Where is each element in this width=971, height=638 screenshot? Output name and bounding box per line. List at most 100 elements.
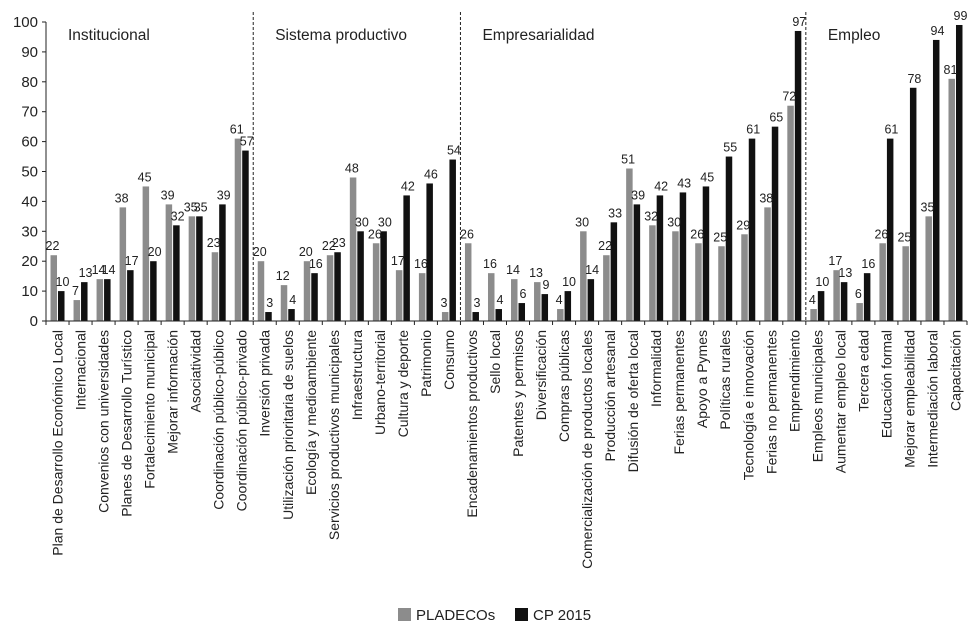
- y-tick-label: 90: [21, 44, 38, 61]
- category-label: Diversificación: [533, 330, 549, 420]
- data-label-pladecos: 61: [230, 123, 244, 137]
- legend-label: PLADECOs: [416, 607, 495, 624]
- category-label: Cultura y deporte: [395, 330, 411, 438]
- y-tick-label: 20: [21, 253, 38, 270]
- category-label: Aumentar empleo local: [832, 330, 848, 473]
- data-label-pladecos: 51: [621, 153, 635, 167]
- bar-pladecos: [464, 243, 472, 321]
- bar-cp2015: [817, 291, 825, 321]
- category-label: Compras públicas: [556, 330, 572, 442]
- data-label-pladecos: 17: [391, 254, 405, 268]
- bar-cp2015: [449, 159, 456, 321]
- data-label-pladecos: 12: [276, 269, 290, 283]
- data-label-cp2015: 6: [520, 287, 527, 301]
- data-label-pladecos: 6: [855, 287, 862, 301]
- category-label: Ecología y medioambiente: [303, 330, 319, 495]
- data-label-cp2015: 10: [56, 275, 70, 289]
- category-label: Mejorar información: [165, 330, 181, 454]
- category-label: Servicios productivos municipales: [326, 330, 342, 540]
- category-label: Emprendimiento: [786, 330, 802, 432]
- data-label-pladecos: 14: [506, 263, 520, 277]
- bar-cp2015: [748, 138, 756, 321]
- bar-pladecos: [188, 216, 196, 321]
- bar-pladecos: [73, 300, 81, 321]
- bars: [50, 24, 963, 322]
- data-label-pladecos: 81: [944, 63, 958, 77]
- bar-pladecos: [142, 186, 150, 321]
- group-label: Empresarialidad: [482, 27, 594, 44]
- category-label: Plan de Desarrollo Económico Local: [50, 330, 66, 556]
- y-tick-label: 40: [21, 193, 38, 210]
- bar-cp2015: [265, 312, 272, 321]
- category-label: Internacional: [73, 330, 89, 410]
- data-label-pladecos: 17: [828, 254, 842, 268]
- data-label-pladecos: 48: [345, 161, 359, 175]
- data-label-cp2015: 43: [677, 176, 691, 190]
- bar-pladecos: [833, 270, 840, 321]
- legend: PLADECOs CP 2015: [398, 607, 591, 624]
- category-label: Intermediación laboral: [924, 330, 940, 468]
- category-label: Capacitación: [947, 330, 963, 411]
- bar-cp2015: [587, 279, 595, 321]
- data-label-cp2015: 42: [654, 179, 668, 193]
- y-tick-label: 30: [21, 223, 38, 240]
- category-label: Infraestructura: [349, 330, 365, 420]
- data-label-cp2015: 42: [401, 179, 415, 193]
- bar-pladecos: [925, 216, 932, 321]
- bar-cp2015: [633, 204, 641, 321]
- data-label-cp2015: 10: [562, 275, 576, 289]
- data-label-pladecos: 25: [897, 230, 911, 244]
- data-label-cp2015: 99: [954, 9, 968, 23]
- data-label-cp2015: 4: [289, 293, 296, 307]
- bar-pladecos: [810, 309, 817, 321]
- data-label-pladecos: 13: [529, 266, 543, 280]
- category-label: Fortalecimiento municipal: [142, 330, 158, 489]
- bar-pladecos: [211, 252, 219, 321]
- data-label-cp2015: 23: [332, 236, 346, 250]
- data-label-pladecos: 3: [440, 296, 447, 310]
- data-label-cp2015: 97: [792, 15, 806, 29]
- legend-swatch: [398, 608, 411, 621]
- bar-cp2015: [564, 291, 572, 321]
- data-label-cp2015: 13: [838, 266, 852, 280]
- bar-cp2015: [426, 183, 433, 321]
- data-label-pladecos: 7: [72, 284, 79, 298]
- category-label: Asociatividad: [188, 330, 204, 413]
- bar-cp2015: [725, 156, 733, 321]
- data-label-cp2015: 14: [585, 263, 599, 277]
- bar-cp2015: [150, 261, 157, 321]
- data-label-pladecos: 35: [184, 200, 198, 214]
- bar-cp2015: [357, 231, 364, 321]
- data-label-pladecos: 4: [556, 293, 563, 307]
- category-label: Convenios con universidades: [96, 330, 112, 513]
- data-label-pladecos: 29: [736, 218, 750, 232]
- bar-pladecos: [879, 243, 886, 321]
- bar-cp2015: [334, 252, 341, 321]
- bar-pladecos: [557, 309, 564, 321]
- bar-cp2015: [242, 150, 249, 321]
- data-label-cp2015: 20: [148, 245, 162, 259]
- data-label-pladecos: 45: [138, 170, 152, 184]
- bar-cp2015: [495, 309, 502, 321]
- y-tick-label: 10: [21, 283, 38, 300]
- category-label: Inversión privada: [257, 330, 273, 437]
- data-label-cp2015: 16: [861, 257, 875, 271]
- bar-pladecos: [165, 204, 173, 321]
- category-label: Ferias no permanentes: [763, 330, 779, 474]
- bar-pladecos: [418, 273, 426, 321]
- y-tick-label: 60: [21, 134, 38, 151]
- category-label: Informalidad: [648, 330, 664, 407]
- data-label-pladecos: 38: [115, 191, 129, 205]
- category-label: Apoyo a Pymes: [694, 330, 710, 428]
- legend-label: CP 2015: [533, 607, 591, 624]
- category-label: Coordinación público-privado: [234, 330, 250, 512]
- data-label-cp2015: 14: [102, 263, 116, 277]
- y-tick-label: 50: [21, 164, 38, 181]
- bar-pladecos: [234, 138, 242, 321]
- data-label-pladecos: 35: [921, 200, 935, 214]
- data-label-pladecos: 30: [667, 215, 681, 229]
- data-label-pladecos: 20: [253, 245, 267, 259]
- bar-cp2015: [472, 312, 479, 321]
- bar-pladecos: [672, 231, 679, 321]
